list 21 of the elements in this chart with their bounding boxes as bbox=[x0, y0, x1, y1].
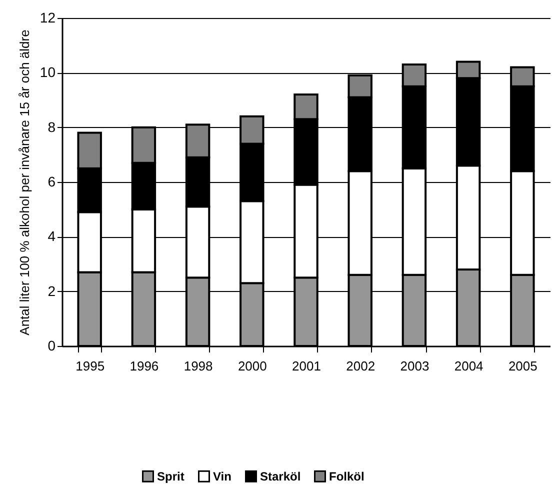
y-tick-label: 8 bbox=[48, 118, 56, 135]
legend-label: Starköl bbox=[260, 469, 301, 484]
x-tick-label: 2000 bbox=[238, 358, 267, 374]
y-tick-label: 0 bbox=[48, 338, 56, 354]
x-tick-label: 1996 bbox=[130, 358, 159, 374]
y-axis-title: Antal liter 100 % alkohol per invånare 15 år och äldre bbox=[16, 30, 32, 336]
x-tick-label: 2003 bbox=[400, 358, 430, 374]
x-tick-label: 1995 bbox=[76, 358, 105, 374]
x-tick-label: 1998 bbox=[184, 358, 213, 374]
y-tick-label: 2 bbox=[48, 282, 56, 299]
y-tick-label: 6 bbox=[48, 174, 56, 190]
legend-label: Sprit bbox=[157, 469, 184, 484]
legend-label: Vin bbox=[213, 469, 232, 484]
legend-label: Folköl bbox=[329, 469, 364, 484]
x-tick-label: 2002 bbox=[346, 358, 376, 374]
x-tick-label: 2001 bbox=[292, 358, 321, 374]
x-tick-label: 2005 bbox=[508, 358, 538, 374]
y-tick-label: 4 bbox=[48, 228, 56, 244]
x-tick-label: 2004 bbox=[454, 358, 484, 374]
y-tick-label: 10 bbox=[40, 64, 56, 80]
y-tick-label: 12 bbox=[40, 10, 56, 26]
